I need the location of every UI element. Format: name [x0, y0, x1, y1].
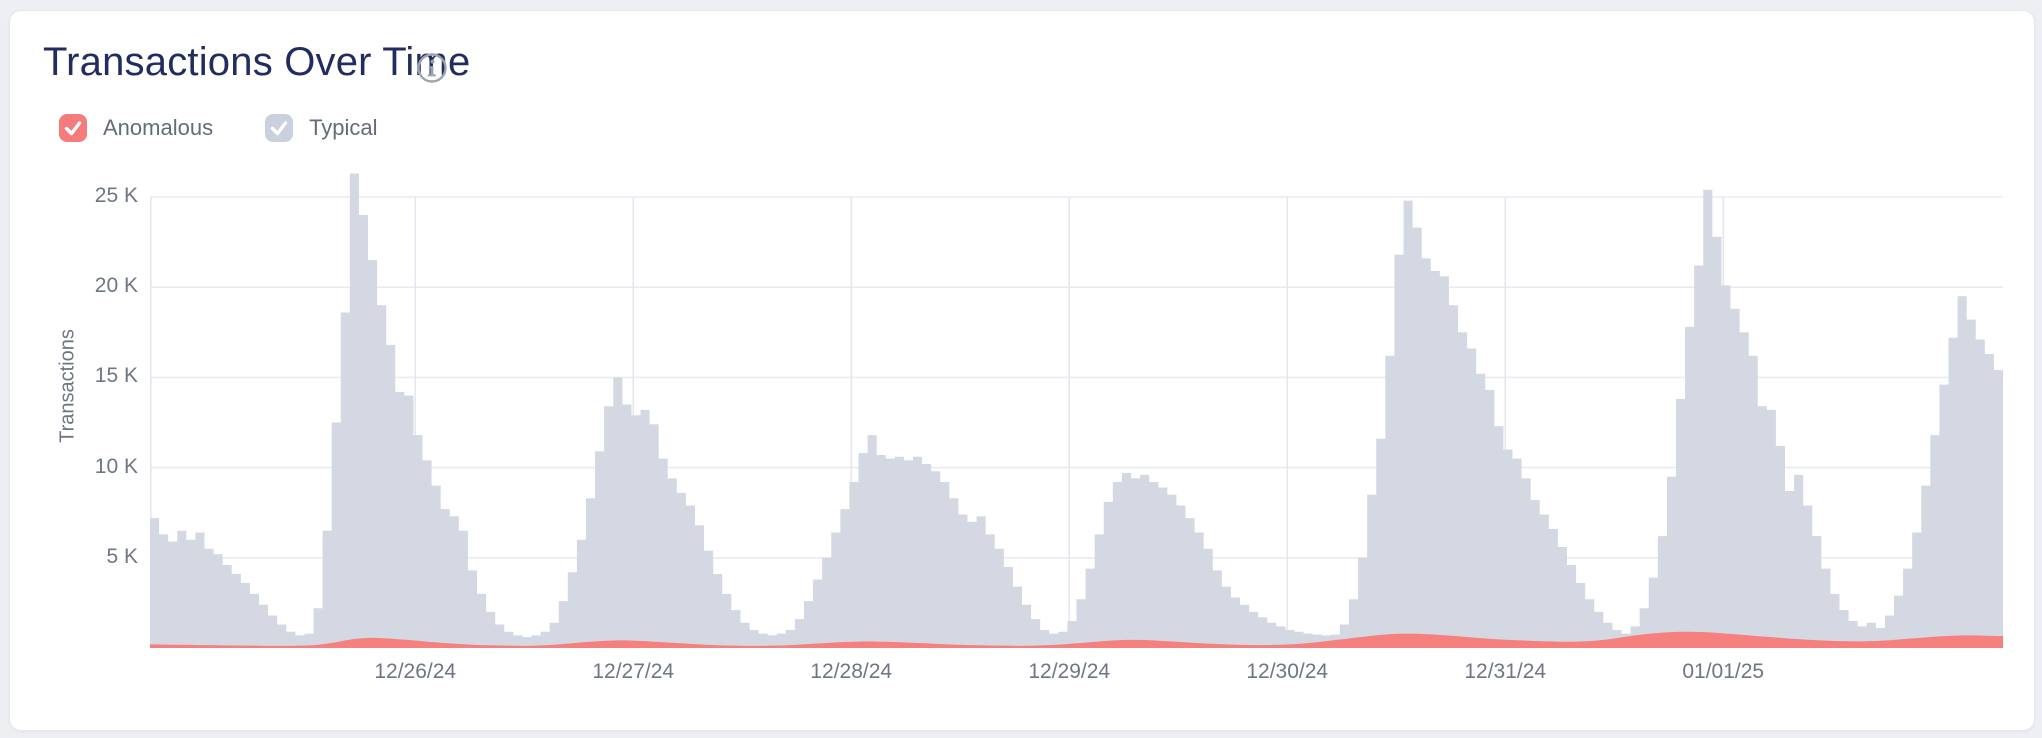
typical-bars-series [150, 173, 2003, 648]
anomalous-checkbox-checked-icon[interactable] [59, 114, 87, 142]
x-axis-tick-label: 12/26/24 [374, 660, 457, 683]
y-axis-tick-label: 5 K [106, 544, 138, 568]
legend-item-anomalous[interactable]: Anomalous [59, 114, 213, 142]
x-axis-tick-label: 12/30/24 [1246, 660, 1329, 683]
y-axis-tick-label: 20 K [94, 274, 138, 298]
anomalous-area-series [150, 631, 2003, 648]
chart-legend: Anomalous Typical [59, 114, 378, 142]
check-icon [270, 121, 288, 136]
check-icon [64, 121, 82, 136]
x-axis-tick-label: 12/27/24 [592, 660, 675, 683]
legend-label-typical: Typical [309, 115, 378, 140]
x-axis-tick-label: 12/29/24 [1028, 660, 1111, 683]
legend-item-typical[interactable]: Typical [265, 114, 378, 142]
typical-checkbox-checked-icon[interactable] [265, 114, 294, 142]
info-circle-icon[interactable] [416, 52, 448, 84]
transactions-time-series-plot[interactable] [150, 157, 2003, 648]
chart-title: Transactions Over Time [43, 40, 471, 84]
y-axis-tick-label: 15 K [94, 364, 138, 388]
x-axis-tick-label: 01/01/25 [1682, 660, 1765, 683]
y-axis-tick-label: 25 K [94, 184, 138, 207]
x-axis-tick-label: 12/28/24 [810, 660, 893, 683]
legend-label-anomalous: Anomalous [103, 115, 214, 140]
y-axis-tick-label: 10 K [94, 454, 138, 478]
x-axis-tick-label: 12/31/24 [1464, 660, 1547, 683]
